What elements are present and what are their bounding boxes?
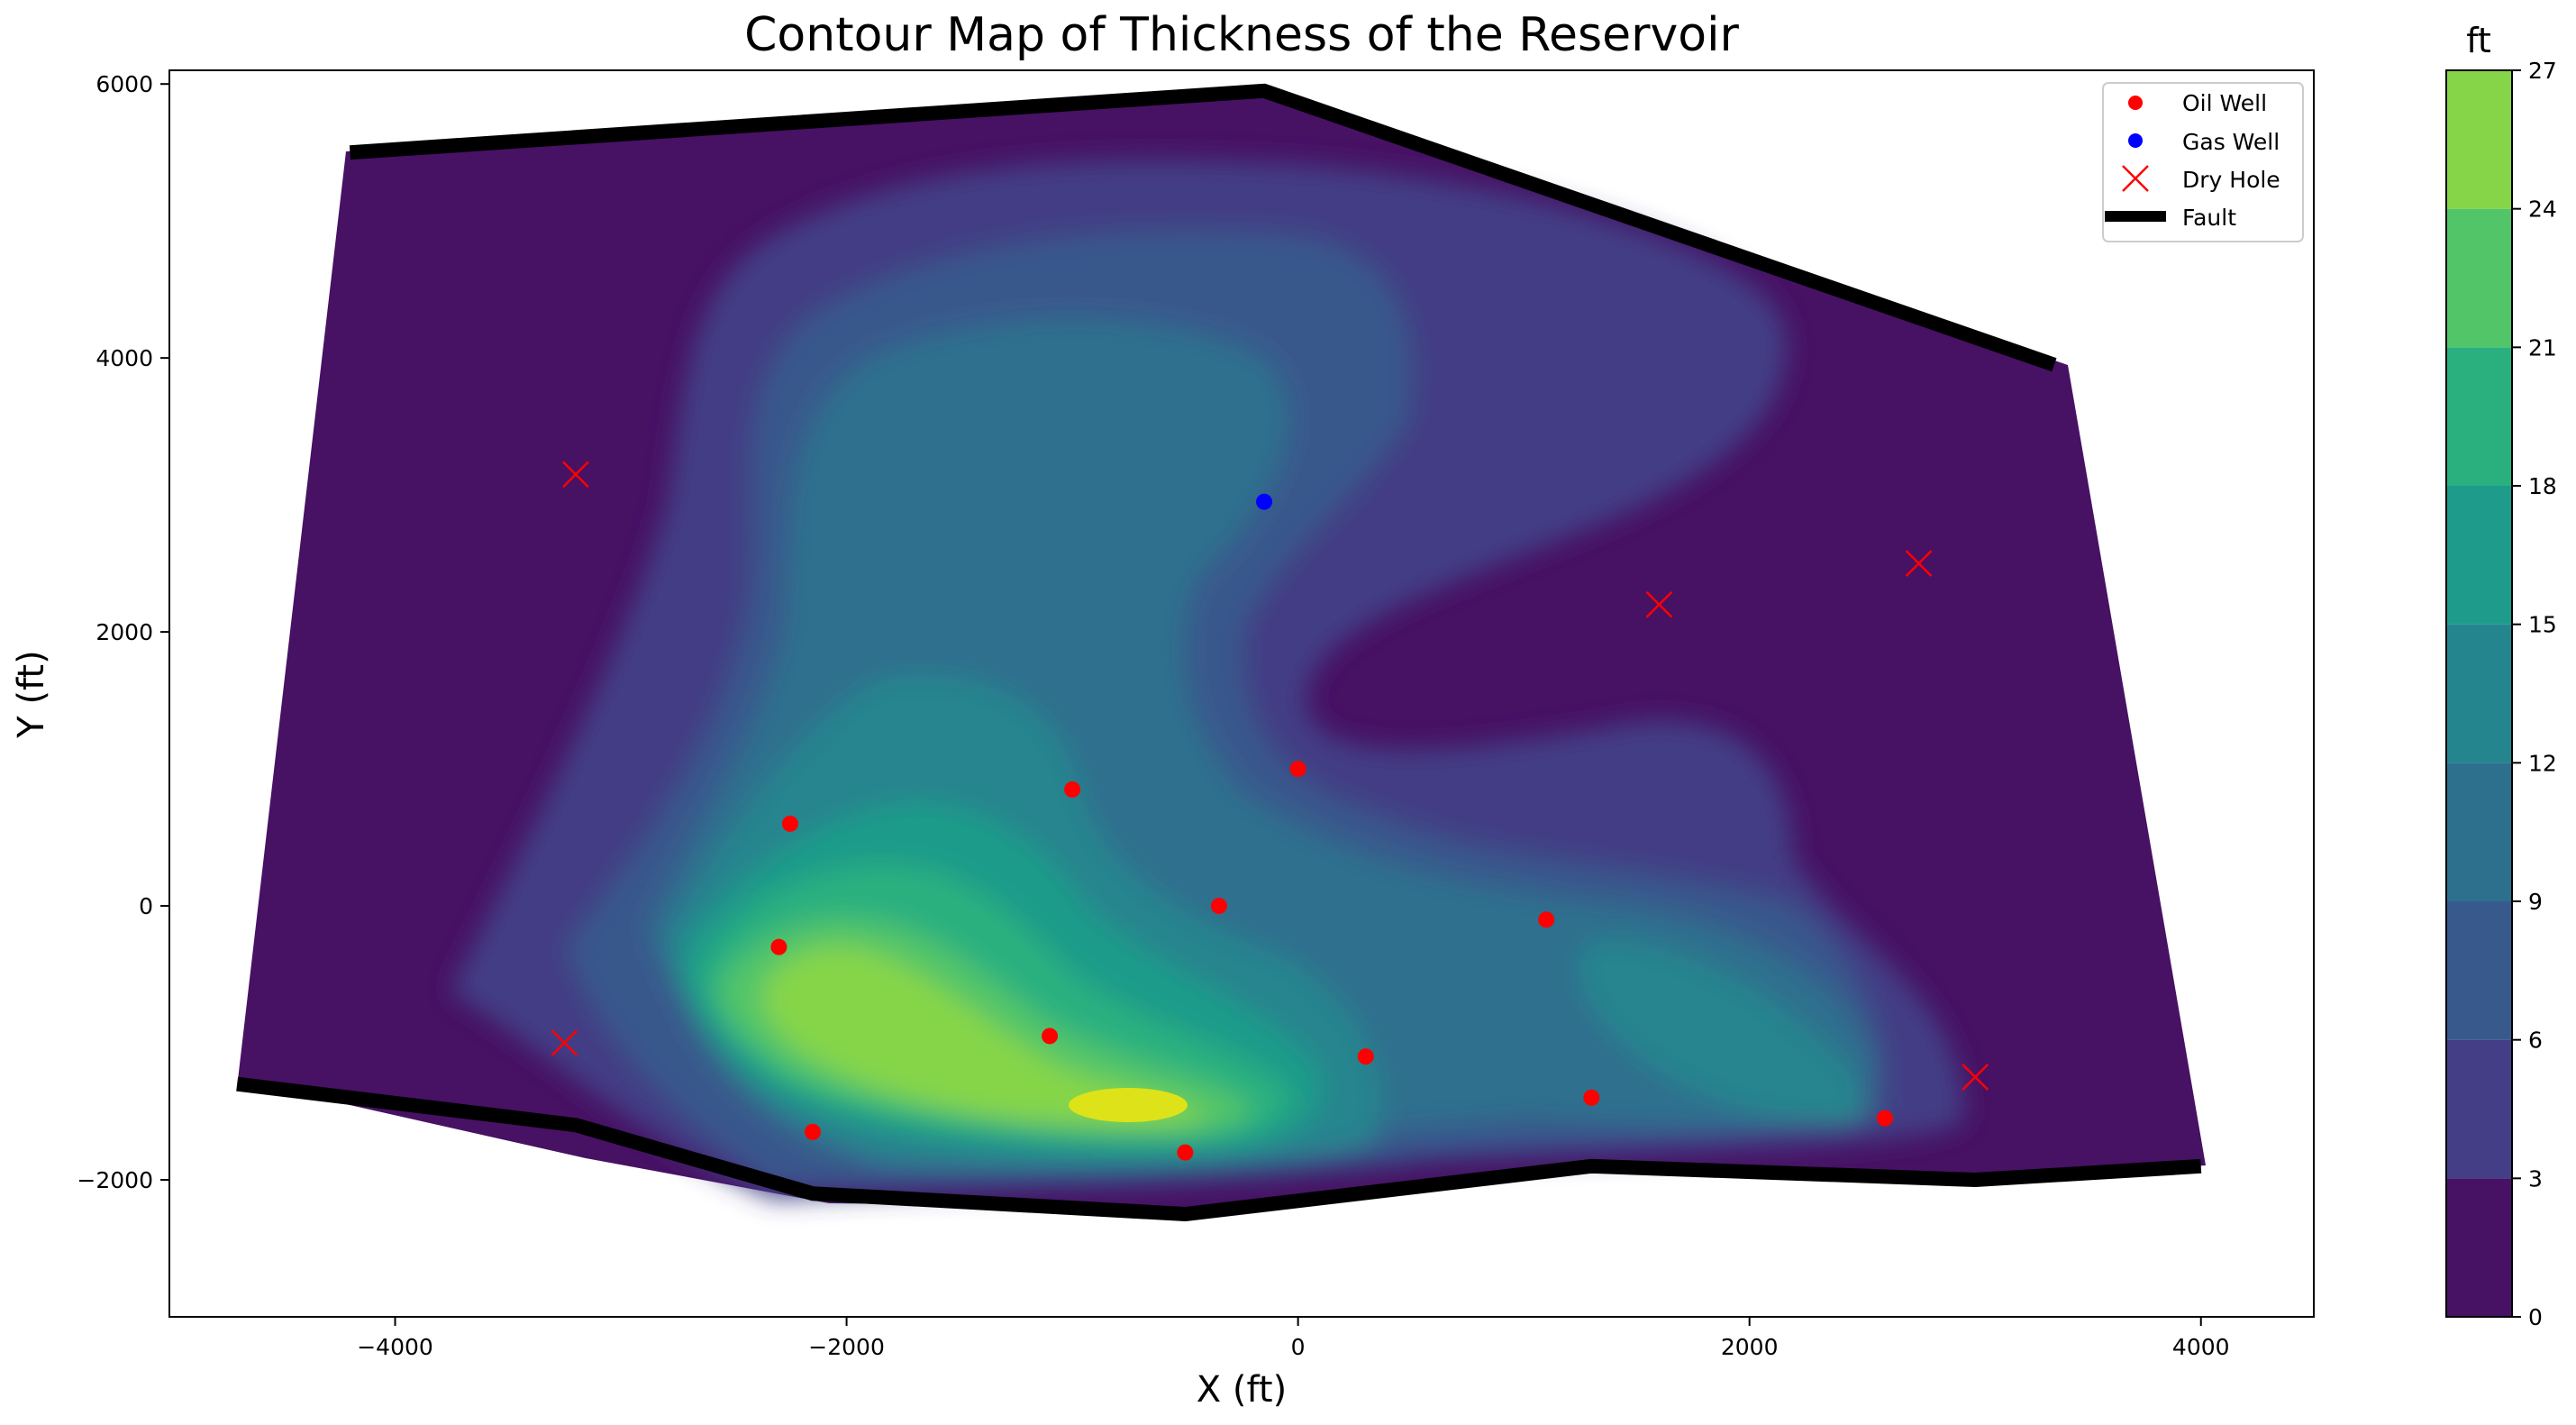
oil-well-marker: [1583, 1089, 1600, 1106]
legend: Oil Well Gas Well Dry Hole Fault: [2102, 82, 2304, 242]
colorbar-segment: [2446, 70, 2512, 209]
dry-hole-stroke: [1962, 1064, 1989, 1091]
x-tick-label: 0: [1291, 1334, 1306, 1360]
x-axis-label: X (ft): [1197, 1369, 1287, 1411]
fault-line-0: [349, 83, 2057, 372]
dry-hole-stroke: [1905, 550, 1933, 578]
oil-well-marker: [1877, 1110, 1893, 1127]
colorbar-segment: [2446, 347, 2512, 486]
dry-hole-marker: [562, 461, 589, 489]
y-tick-label: 4000: [96, 345, 153, 371]
y-tick-label: 0: [139, 893, 153, 919]
colorbar-tick-label: 3: [2528, 1165, 2543, 1192]
colorbar-frame: [2445, 69, 2513, 1318]
oil-well-marker: [1289, 761, 1306, 778]
contour-peak: [1069, 1088, 1188, 1122]
colorbar-tick-label: 21: [2528, 334, 2557, 361]
y-tick-label: 6000: [96, 71, 153, 97]
oil-well-marker: [1210, 898, 1227, 915]
wells: [551, 461, 1989, 1161]
dry-hole-stroke: [562, 461, 589, 489]
oil-well-marker: [805, 1123, 821, 1140]
colorbar-tick-label: 18: [2528, 473, 2557, 499]
axis-ticks: −4000 −2000 0 2000 4000 −2000 0 2000 4000 6000: [77, 71, 2229, 1360]
y-tick-label: 2000: [96, 619, 153, 645]
oil-well-marker: [1357, 1048, 1374, 1065]
fault-line-1: [236, 1076, 2202, 1222]
colorbar-segment: [2446, 208, 2512, 348]
x-tick-label: −4000: [357, 1334, 433, 1360]
colorbar-tick-label: 9: [2528, 889, 2543, 915]
colorbar-segment: [2446, 486, 2512, 625]
colorbar-tick-label: 27: [2528, 58, 2557, 84]
x-tick-label: −2000: [808, 1334, 885, 1360]
legend-oil-well-marker: [2128, 96, 2143, 110]
oil-well-marker: [1042, 1028, 1059, 1045]
contour-band-12-15-right: [1579, 940, 1867, 1125]
oil-well-marker: [1177, 1144, 1194, 1161]
colorbar: 0 3 6 9 12 15 18 21 24 27: [2445, 58, 2557, 1330]
dry-hole-marker: [551, 1029, 578, 1056]
colorbar-tick-label: 6: [2528, 1028, 2543, 1054]
legend-box: [2102, 82, 2304, 242]
colorbar-segment: [2446, 901, 2512, 1040]
oil-well-marker: [770, 938, 787, 955]
oil-well-marker: [781, 815, 798, 832]
colorbar-tick-label: 0: [2528, 1304, 2543, 1330]
dry-hole-marker: [1905, 550, 1933, 578]
x-tick-label: 2000: [1721, 1334, 1779, 1360]
y-tick-label: −2000: [77, 1167, 153, 1193]
legend-fault-label: Fault: [2182, 205, 2236, 231]
colorbar-tick-label: 24: [2528, 196, 2557, 223]
colorbar-segment: [2446, 1039, 2512, 1179]
chart-title: Contour Map of Thickness of the Reservoi…: [744, 8, 1739, 62]
legend-dry-hole-label: Dry Hole: [2182, 167, 2280, 193]
oil-well-marker: [1064, 781, 1081, 798]
oil-well-marker: [1538, 911, 1555, 928]
faults: [236, 83, 2202, 1222]
y-axis-label: Y (ft): [11, 650, 52, 738]
x-tick-label: 4000: [2172, 1334, 2230, 1360]
colorbar-segment: [2446, 763, 2512, 901]
colorbar-segment: [2446, 1178, 2512, 1317]
contour-field: [238, 86, 2206, 1208]
dry-hole-marker: [1962, 1064, 1989, 1091]
dry-hole-stroke: [551, 1029, 578, 1056]
dry-hole-stroke: [1645, 590, 1673, 618]
colorbar-segment: [2446, 624, 2512, 763]
plot-frame: [168, 69, 2315, 1318]
dry-hole-marker: [1645, 590, 1673, 618]
legend-gas-well-label: Gas Well: [2182, 129, 2280, 155]
contour-band-24-27: [762, 946, 1207, 1127]
colorbar-label: ft: [2466, 21, 2491, 60]
legend-oil-well-label: Oil Well: [2182, 90, 2267, 116]
colorbar-tick-label: 12: [2528, 750, 2557, 776]
gas-well-marker: [1256, 493, 1273, 510]
legend-dry-hole-marker: [2122, 165, 2149, 192]
legend-gas-well-marker: [2128, 133, 2143, 148]
colorbar-tick-label: 15: [2528, 612, 2557, 638]
